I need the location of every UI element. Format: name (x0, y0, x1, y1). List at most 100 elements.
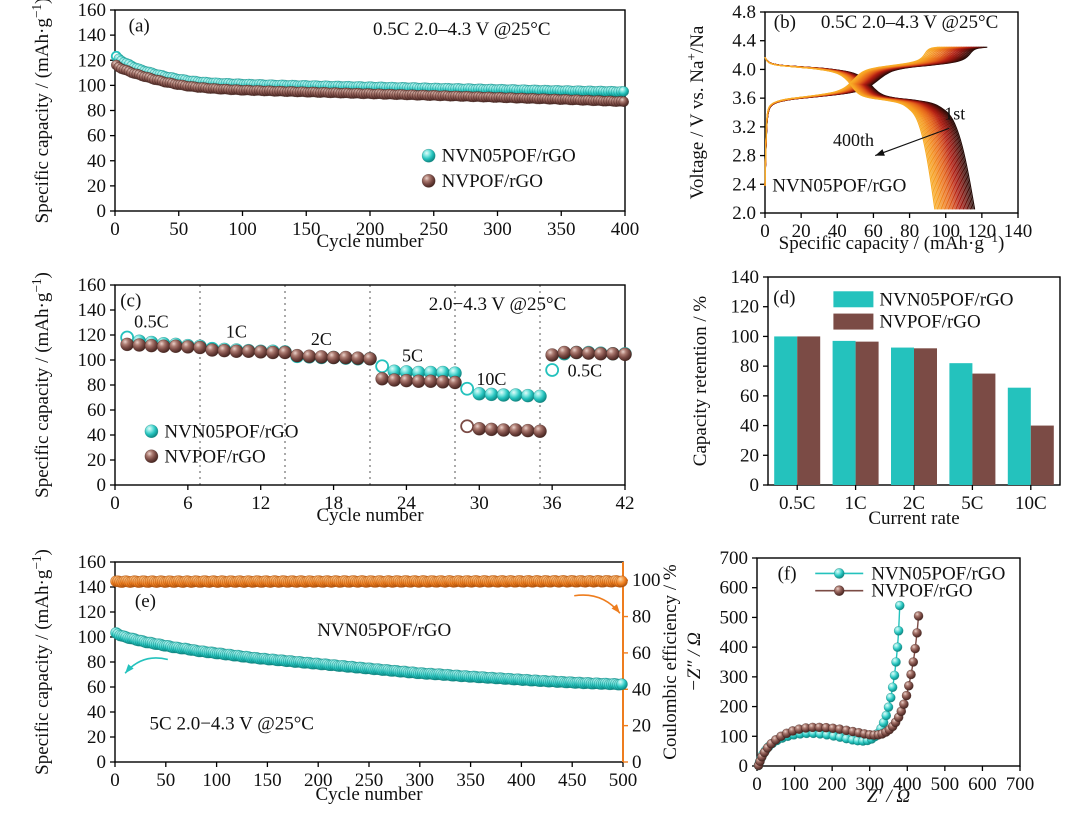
x-axis: 0.5C 1C 2C 5C 10C (779, 485, 1047, 514)
panel-letter: (f) (778, 563, 797, 584)
x-tick-label: 0 (110, 219, 120, 240)
annotation: 0.5C 2.0–4.3 V @25°C (821, 12, 998, 33)
annotation: NVN05POF/rGO (317, 620, 451, 641)
series-nvpof-rgo (753, 611, 924, 771)
y-tick-label: 80 (87, 375, 106, 396)
x-tick-label: 5C (961, 493, 983, 514)
x-axis-title: Z′ / Ω (867, 786, 911, 807)
series-nvn05pof-rgo (774, 336, 1031, 485)
plot-frame (756, 557, 1021, 767)
y-tick-label: 0 (750, 475, 760, 496)
x-axis: 0 50 100 150 200 250 300 350 400 450 500 (110, 762, 637, 791)
legend-label: NVN05POF/rGO (879, 289, 1013, 310)
x-tick-label: 350 (456, 770, 485, 791)
y-tick-label: 2.0 (732, 203, 756, 224)
panel-letter: (e) (135, 591, 156, 612)
x-tick-label: 2C (903, 493, 925, 514)
y-tick-label: 4.0 (732, 59, 756, 80)
x-tick-label: 50 (169, 219, 188, 240)
y-tick-label: 40 (87, 425, 106, 446)
x-axis: 0 50 100 150 200 250 300 350 400 (110, 211, 639, 240)
x-tick-label: 350 (547, 219, 576, 240)
x-tick-label: 18 (324, 493, 343, 514)
y-axis-title: Voltage / V vs. Na+/Na (684, 25, 708, 199)
x-tick-label: 80 (900, 221, 919, 242)
x-tick-label: 0.5C (779, 493, 815, 514)
x-tick-label: 250 (355, 770, 384, 791)
x-tick-label: 100 (228, 219, 257, 240)
x-tick-label: 30 (470, 493, 489, 514)
y2-tick-label: 80 (632, 607, 651, 628)
y-tick-label: 80 (87, 652, 106, 673)
y-tick-label: 20 (87, 450, 106, 471)
x-tick-label: 50 (156, 770, 175, 791)
x-tick-label: 300 (406, 770, 435, 791)
legend-label: NVPOF/rGO (879, 312, 980, 333)
y-tick-label: 200 (720, 697, 749, 718)
y-axis-title: Capacity retention / % (690, 296, 711, 467)
y-axis: 0 100 200 300 400 500 600 700 (720, 548, 757, 777)
y-tick-label: 60 (740, 386, 759, 407)
legend-label: NVPOF/rGO (871, 581, 972, 602)
y-tick-label: 160 (78, 552, 107, 573)
y-tick-label: 0 (97, 475, 107, 496)
y-tick-label: 100 (720, 726, 749, 747)
y-tick-label: 400 (720, 637, 749, 658)
y-axis: 0 20 40 60 80 100 120 140 160 (78, 0, 115, 222)
legend-label: NVN05POF/rGO (442, 146, 576, 167)
y2-axis-title: Coulombic efficiency / % (660, 564, 681, 760)
y2-tick-label: 100 (632, 570, 661, 591)
x-tick-label: 42 (616, 493, 635, 514)
annotation: 0.5C (568, 360, 603, 380)
x-tick-label: 700 (1006, 774, 1035, 795)
y-tick-label: 700 (720, 548, 749, 569)
y-tick-label: 80 (87, 101, 106, 122)
annotation: 5C 2.0−4.3 V @25°C (150, 714, 314, 735)
annotation: 400th (833, 130, 874, 150)
y-tick-label: 500 (720, 607, 749, 628)
panel-letter: (b) (774, 12, 796, 33)
plot-frame (764, 11, 1019, 214)
annotation: NVN05POF/rGO (772, 175, 906, 196)
y-tick-label: 80 (740, 356, 759, 377)
y-tick-label: 2.4 (732, 174, 756, 195)
bar-0.5C (797, 336, 821, 485)
x-tick-label: 0 (752, 774, 762, 795)
annotation: 2.0−4.3 V @25°C (429, 294, 567, 315)
x-tick-label: 100 (780, 774, 809, 795)
annotation: 0.5C 2.0–4.3 V @25°C (373, 19, 550, 40)
x-tick-label: 150 (292, 219, 321, 240)
x-tick-label: 600 (968, 774, 997, 795)
y-tick-label: 100 (78, 627, 107, 648)
y-tick-label: 300 (720, 667, 749, 688)
y2-tick-label: 60 (632, 643, 651, 664)
panel-f: 0 100 200 300 400 500 600 700 0 100 200 300 400 500 60… (684, 548, 1034, 807)
x-tick-label: 500 (609, 770, 638, 791)
arrow (124, 657, 169, 674)
x-tick-label: 200 (304, 770, 333, 791)
legend-label: NVN05POF/rGO (164, 421, 298, 442)
y-tick-label: 0 (739, 756, 749, 777)
annotation: 1st (944, 104, 965, 124)
panel-letter: (c) (120, 290, 141, 311)
y-tick-label: 4.4 (732, 31, 756, 52)
panel-d: 0.5C 1C 2C 5C 10C 0 20 40 60 80 100 120 140 Current r… (690, 267, 1061, 529)
panel-letter: (a) (129, 15, 150, 36)
x-tick-label: 36 (543, 493, 562, 514)
x-tick-label: 1C (845, 493, 867, 514)
x-tick-label: 40 (828, 221, 847, 242)
y-tick-label: 120 (731, 297, 760, 318)
x-tick-label: 140 (1004, 221, 1033, 242)
x-tick-label: 400 (611, 219, 640, 240)
y-axis-title: Specific capacity / (mAh·g−1) (29, 272, 53, 498)
x-tick-label: 400 (507, 770, 536, 791)
annotation: 5C (402, 345, 423, 365)
bar-2C (914, 348, 937, 485)
x-tick-label: 400 (893, 774, 922, 795)
y-tick-label: 120 (78, 325, 107, 346)
y-tick-label: 100 (78, 75, 107, 96)
